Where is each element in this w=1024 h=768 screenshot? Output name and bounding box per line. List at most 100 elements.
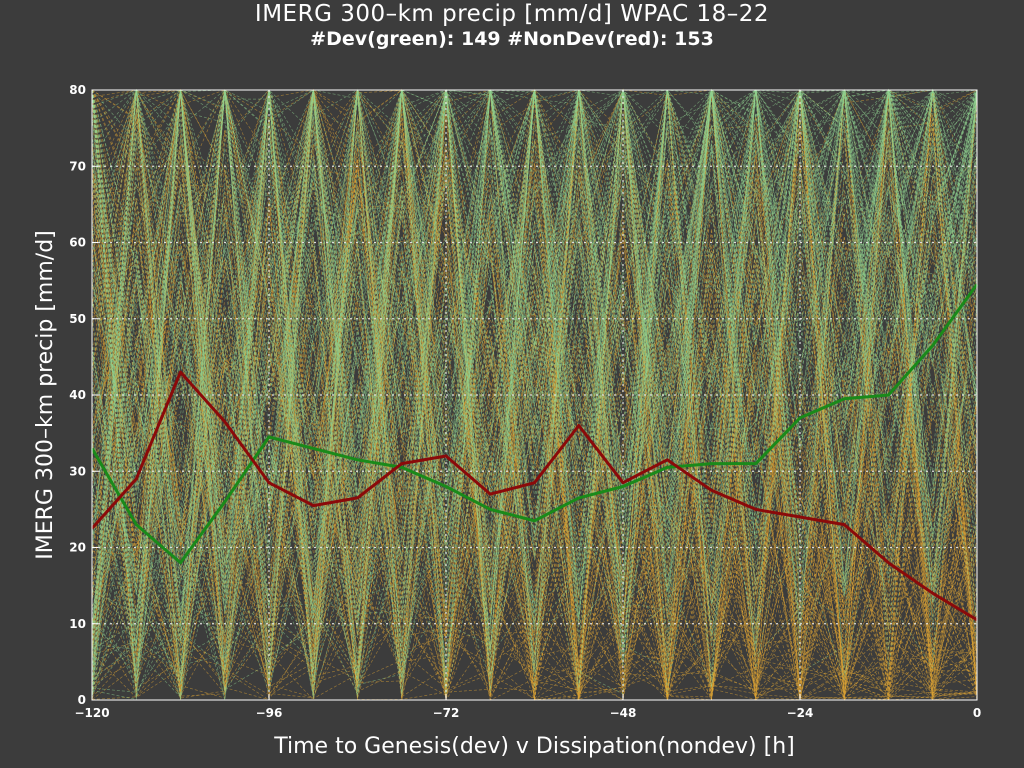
- dev-track-line: [91, 89, 978, 677]
- nondev-track-line: [91, 93, 978, 699]
- nondev-track-line: [91, 89, 978, 701]
- y-axis-ticks: 0 10 20 30 40 50 60 70 80: [69, 83, 98, 707]
- dev-track-line: [91, 89, 978, 693]
- dev-track-line: [91, 88, 978, 669]
- y-tick-label: 20: [69, 541, 86, 555]
- y-tick-label: 30: [69, 464, 86, 478]
- nondev-track-line: [91, 89, 978, 698]
- nondev-track-line: [91, 170, 978, 686]
- y-axis-label: IMERG 300–km precip [mm/d]: [33, 230, 58, 559]
- dev-track-line: [91, 89, 978, 663]
- dev-track-line: [91, 88, 978, 684]
- nondev-track-line: [91, 89, 978, 701]
- dev-track-line: [91, 89, 978, 678]
- x-tick-label: −96: [256, 706, 283, 720]
- dev-track-line: [91, 88, 978, 657]
- dev-track-line: [91, 88, 978, 612]
- chart-subtitle: #Dev(green): 149 #NonDev(red): 153: [310, 28, 714, 50]
- dev-track-line: [91, 88, 978, 659]
- nondev-track-line: [91, 89, 978, 699]
- nondev-track-line: [91, 88, 978, 697]
- nondev-track-line: [91, 89, 978, 699]
- dev-track-line: [91, 89, 978, 630]
- dev-track-line: [91, 89, 978, 644]
- y-tick-label: 60: [69, 236, 86, 250]
- dev-track-line: [91, 88, 978, 670]
- x-tick-label: −48: [610, 706, 637, 720]
- dev-track-line: [91, 88, 978, 671]
- y-tick-label: 50: [69, 312, 86, 326]
- dev-track-line: [91, 88, 978, 695]
- dev-track-line: [91, 89, 978, 652]
- dev-track-line: [91, 89, 978, 660]
- y-tick-label: 0: [78, 693, 86, 707]
- dev-track-line: [91, 89, 978, 580]
- nondev-track-line: [91, 89, 978, 700]
- nondev-track-line: [91, 89, 978, 692]
- nondev-track-line: [91, 89, 978, 700]
- dev-track-line: [91, 89, 978, 643]
- x-tick-label: −120: [74, 706, 109, 720]
- nondev-track-line: [91, 89, 978, 698]
- chart-title: IMERG 300–km precip [mm/d] WPAC 18–22: [254, 1, 770, 27]
- dev-track-line: [91, 89, 978, 698]
- dev-track-line: [91, 89, 978, 671]
- nondev-track-line: [91, 89, 978, 688]
- dev-track-line: [91, 88, 978, 690]
- dev-track-line: [91, 89, 978, 584]
- dev-track-line: [91, 89, 978, 690]
- y-tick-label: 10: [69, 617, 86, 631]
- dev-track-line: [91, 89, 977, 689]
- nondev-track-line: [91, 89, 978, 701]
- nondev-track-line: [91, 89, 978, 700]
- nondev-track-line: [91, 89, 978, 701]
- dev-track-line: [91, 89, 978, 698]
- dev-track-line: [91, 88, 978, 666]
- dev-track-line: [91, 89, 978, 675]
- dev-track-line: [91, 89, 978, 631]
- nondev-track-line: [91, 89, 978, 701]
- dev-track-line: [91, 89, 978, 681]
- nondev-track-line: [91, 89, 978, 700]
- dev-track-line: [91, 89, 978, 638]
- dev-track-line: [91, 89, 977, 677]
- nondev-track-line: [91, 89, 978, 699]
- dev-track-line: [91, 89, 978, 687]
- dev-track-line: [91, 89, 978, 694]
- x-tick-label: 0: [973, 706, 981, 720]
- dev-track-line: [91, 89, 978, 585]
- dev-track-line: [91, 89, 978, 692]
- dev-mean-line: [90, 283, 979, 565]
- nondev-track-line: [91, 89, 978, 686]
- nondev-track-line: [91, 89, 978, 701]
- y-tick-label: 70: [69, 159, 86, 173]
- nondev-track-line: [91, 89, 978, 656]
- dev-track-line: [91, 89, 978, 694]
- dev-track-line: [91, 89, 978, 696]
- nondev-track-line: [91, 88, 978, 701]
- dev-track-line: [91, 89, 978, 684]
- dev-track-line: [91, 89, 977, 669]
- dev-track-line: [91, 89, 978, 635]
- mean-series: [90, 283, 979, 622]
- nondev-track-line: [91, 89, 978, 701]
- dev-track-line: [91, 88, 978, 700]
- dev-track-line: [91, 89, 978, 668]
- dev-track-line: [91, 89, 978, 685]
- nondev-track-line: [91, 122, 978, 693]
- x-axis-ticks: −120 −96 −72 −48 −24 0: [74, 694, 981, 720]
- nondev-track-line: [91, 89, 978, 701]
- dev-track-line: [91, 88, 978, 694]
- dev-track-line: [91, 89, 978, 621]
- dev-track-line: [91, 89, 978, 678]
- dev-track-line: [91, 88, 978, 665]
- dev-track-line: [91, 89, 978, 685]
- dev-track-line: [91, 89, 978, 644]
- nondev-track-line: [91, 89, 978, 696]
- nondev-track-line: [91, 89, 978, 700]
- dev-track-line: [91, 89, 978, 700]
- dev-track-line: [91, 89, 978, 679]
- dev-track-line: [91, 89, 978, 566]
- dev-track-line: [91, 89, 978, 526]
- x-tick-label: −72: [433, 706, 460, 720]
